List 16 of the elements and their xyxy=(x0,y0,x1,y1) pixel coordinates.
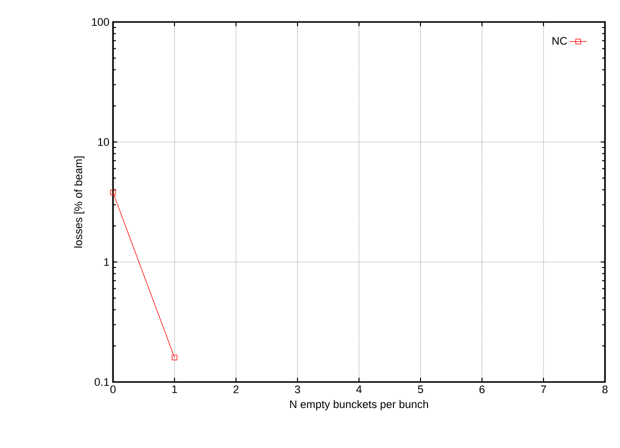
y-tick-label: 0.1 xyxy=(94,378,109,386)
x-tick-label: 1 xyxy=(172,386,178,394)
y-tick-label: 10 xyxy=(98,138,110,146)
x-tick-label: 4 xyxy=(356,386,362,394)
x-tick-label: 7 xyxy=(541,386,546,394)
x-tick-label: 8 xyxy=(602,386,608,394)
x-tick-label: 0 xyxy=(110,386,116,394)
x-tick-label: 5 xyxy=(418,386,424,394)
x-tick-label: 6 xyxy=(480,386,485,394)
y-axis-title: losses [% of beam] xyxy=(74,156,84,248)
x-axis-title: N empty bunckets per bunch xyxy=(290,400,428,410)
y-tick-label: 1 xyxy=(104,258,109,266)
x-tick-label: 3 xyxy=(294,386,300,394)
legend-label: NC xyxy=(552,36,568,45)
y-tick-label: 100 xyxy=(92,18,110,26)
x-tick-label: 2 xyxy=(234,386,239,394)
